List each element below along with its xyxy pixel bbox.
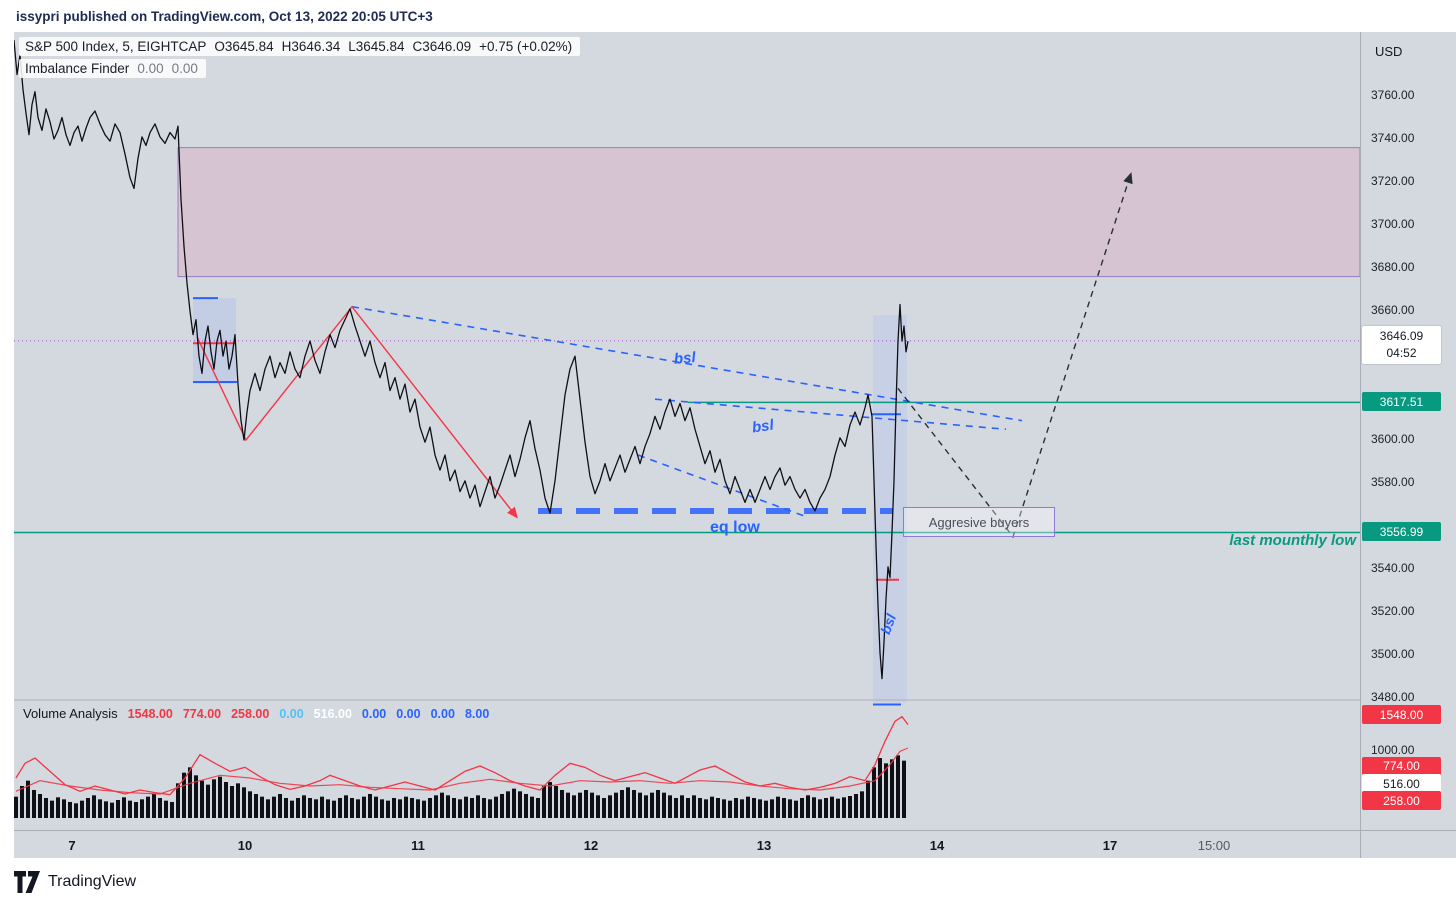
symbol-title: S&P 500 Index, 5, EIGHTCAP <box>25 39 207 54</box>
price-chart-canvas[interactable] <box>14 32 1360 830</box>
aggressive-buyers-box: Aggresive buyers <box>903 507 1055 537</box>
eq-low-label: eq low <box>710 519 760 536</box>
price-badge-resistance: 3617.51 <box>1362 392 1441 412</box>
volume-legend-value: 1548.00 <box>127 707 173 721</box>
low-value: L3645.84 <box>348 39 405 54</box>
bsl-mid-trendline <box>654 398 1007 431</box>
price-tick-label: 3760.00 <box>1371 88 1415 102</box>
volume-axis-label: 258.00 <box>1362 791 1441 811</box>
chart-legend: S&P 500 Index, 5, EIGHTCAP O3645.84 H364… <box>19 37 581 81</box>
price-tick-label: 3520.00 <box>1371 604 1415 618</box>
time-axis-label: 13 <box>756 838 772 853</box>
bsl-label-upper: bsl <box>673 349 697 368</box>
price-axis-currency: USD <box>1375 44 1403 59</box>
indicator-value-1: 0.00 <box>137 61 164 76</box>
indicator-name: Imbalance Finder <box>25 61 130 76</box>
supply-zone-zone <box>177 147 1360 278</box>
volume-legend[interactable]: Volume Analysis 1548.00 774.00 258.00 0.00 5… <box>23 706 499 721</box>
bsl-label-mid: bsl <box>750 416 775 437</box>
volume-bars <box>14 755 906 818</box>
volume-axis-label: 1000.00 <box>1371 743 1415 758</box>
price-tick-label: 3580.00 <box>1371 475 1415 489</box>
price-series-line <box>14 40 909 680</box>
volume-axis-label: 1548.00 <box>1362 705 1441 725</box>
volume-legend-value: 0.00 <box>361 707 387 721</box>
red-zigzag-drawing <box>196 305 518 519</box>
price-tick-label: 3600.00 <box>1371 432 1415 446</box>
volume-axis-label: 774.00 <box>1362 756 1441 776</box>
volume-legend-value: 0.00 <box>279 707 304 721</box>
bsl-upper-trendline <box>351 305 1023 422</box>
price-tick-label: 3660.00 <box>1371 303 1415 317</box>
indicator-value-2: 0.00 <box>171 61 198 76</box>
volume-axis-label: 516.00 <box>1362 774 1441 794</box>
chart-area: S&P 500 Index, 5, EIGHTCAP O3645.84 H364… <box>14 32 1456 858</box>
time-axis[interactable]: 7 10 11 12 13 14 17 15:00 <box>14 830 1456 858</box>
time-axis-label: 7 <box>68 838 76 853</box>
price-tick-label: 3700.00 <box>1371 217 1415 231</box>
volume-legend-value: 774.00 <box>182 707 222 721</box>
price-tick-label: 3680.00 <box>1371 260 1415 274</box>
header-text: issypri published on TradingView.com, Oc… <box>16 8 433 24</box>
current-price-value: 3646.09 <box>1379 328 1424 343</box>
volume-indicator-values: 1548.00 774.00 258.00 0.00 516.00 0.00 0.00 0.0… <box>128 706 500 721</box>
indicator-legend-row[interactable]: Imbalance Finder 0.00 0.00 <box>19 59 206 78</box>
last-monthly-low-label: last mounthly low <box>1229 532 1356 549</box>
volume-legend-value: 0.00 <box>396 707 421 721</box>
volume-ma-fast-line <box>15 715 909 796</box>
bar-countdown: 04:52 <box>1386 345 1417 360</box>
price-axis[interactable]: USD 3646.09 04:52 3617.51 3556.99 3760.0… <box>1360 32 1456 858</box>
time-axis-label: 15:00 <box>1197 838 1231 853</box>
price-tick-label: 3720.00 <box>1371 174 1415 188</box>
time-axis-label: 17 <box>1102 838 1118 853</box>
header-bar: issypri published on TradingView.com, Oc… <box>0 0 1456 32</box>
bsl-lower-trendline <box>637 454 809 519</box>
time-axis-label: 14 <box>929 838 945 853</box>
volume-legend-value: 8.00 <box>464 707 490 721</box>
volume-indicator-name: Volume Analysis <box>23 706 118 721</box>
price-tick-label: 3480.00 <box>1371 690 1415 704</box>
time-axis-label: 11 <box>411 838 425 853</box>
current-price-box: 3646.09 04:52 <box>1362 325 1441 364</box>
volume-legend-value: 0.00 <box>430 707 455 721</box>
volume-legend-value: 258.00 <box>231 707 270 721</box>
aggressive-buyers-label: Aggresive buyers <box>928 514 1030 530</box>
volume-ma-slow-line <box>15 747 909 795</box>
time-axis-label: 10 <box>237 838 253 853</box>
price-tick-label: 3740.00 <box>1371 131 1415 145</box>
time-axis-label: 12 <box>583 838 599 853</box>
symbol-legend-row[interactable]: S&P 500 Index, 5, EIGHTCAP O3645.84 H364… <box>19 37 581 56</box>
price-tick-label: 3540.00 <box>1371 561 1415 575</box>
footer-brand[interactable]: TradingView <box>48 873 137 890</box>
tradingview-logo-icon[interactable] <box>14 871 40 893</box>
close-value: C3646.09 <box>412 39 472 54</box>
footer-bar: TradingView <box>0 858 1456 906</box>
change-value: +0.75 (+0.02%) <box>479 39 573 54</box>
volume-legend-value: 516.00 <box>313 707 352 721</box>
price-badge-support: 3556.99 <box>1362 522 1441 542</box>
high-value: H3646.34 <box>281 39 341 54</box>
price-tick-label: 3500.00 <box>1371 647 1415 661</box>
open-value: O3645.84 <box>214 39 274 54</box>
